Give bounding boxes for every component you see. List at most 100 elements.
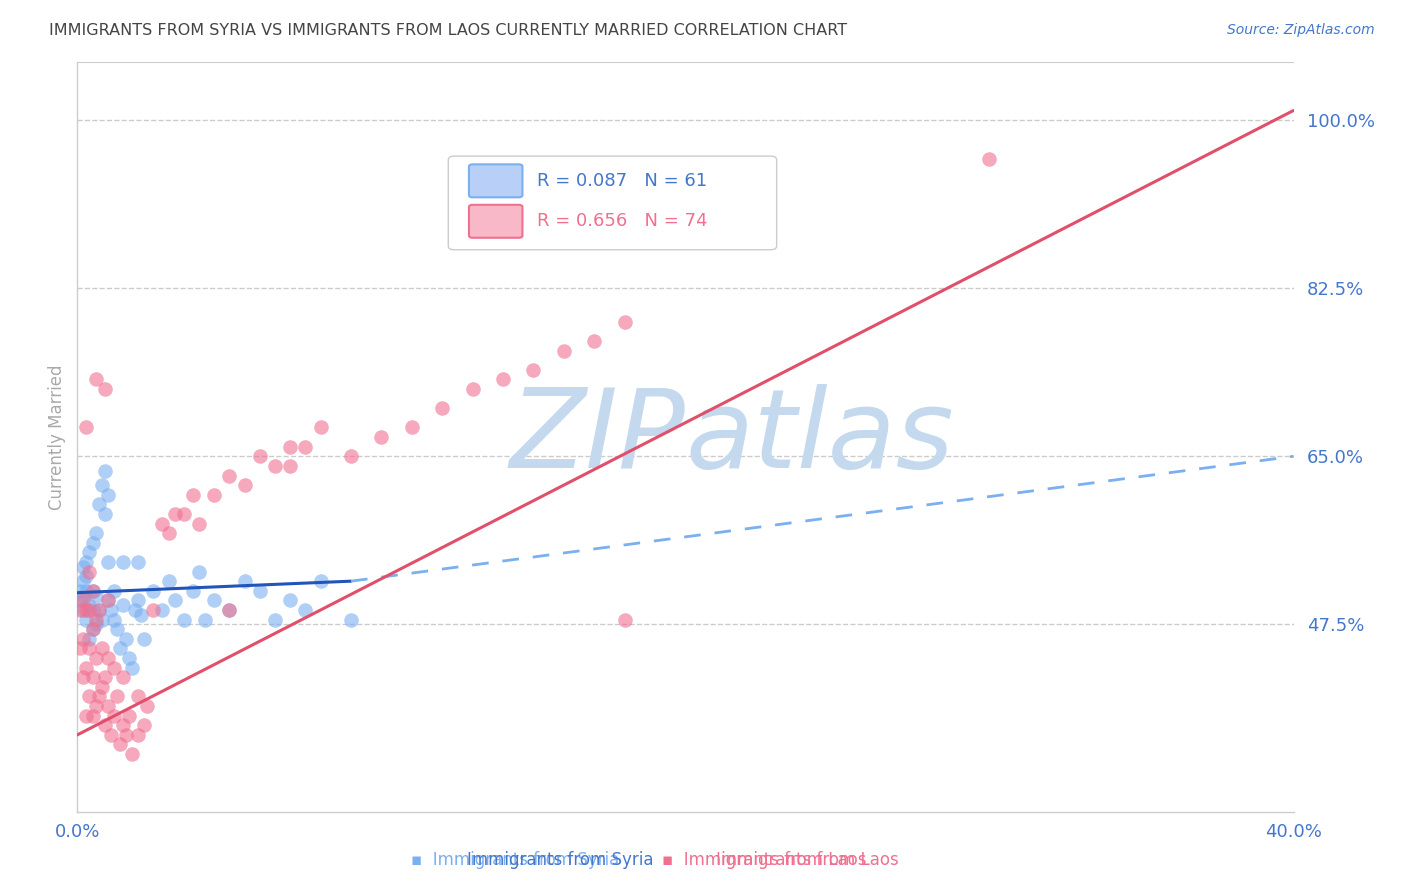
- Point: [82, 603, 104, 617]
- Point: [75, 613, 97, 627]
- Point: [103, 613, 125, 627]
- Point: [430, 401, 453, 416]
- Point: [264, 458, 287, 473]
- Point: [82, 622, 104, 636]
- Point: [134, 632, 156, 646]
- Point: [127, 555, 149, 569]
- Point: [370, 430, 392, 444]
- Point: [75, 708, 97, 723]
- Point: [100, 603, 122, 617]
- Point: [87, 690, 110, 704]
- Point: [82, 535, 104, 549]
- FancyBboxPatch shape: [671, 846, 710, 875]
- Point: [97, 488, 120, 502]
- Point: [522, 363, 544, 377]
- Point: [82, 583, 104, 598]
- Point: [492, 372, 515, 386]
- Point: [249, 583, 271, 598]
- Point: [127, 690, 149, 704]
- Text: Immigrants from Syria: Immigrants from Syria: [467, 852, 652, 870]
- Point: [233, 478, 256, 492]
- Point: [157, 574, 180, 589]
- Point: [97, 699, 120, 714]
- Point: [181, 488, 204, 502]
- Point: [90, 478, 112, 492]
- Point: [72, 670, 94, 684]
- Point: [72, 603, 94, 617]
- Point: [115, 728, 138, 742]
- Point: [278, 593, 301, 607]
- Point: [278, 458, 301, 473]
- Point: [233, 574, 256, 589]
- Point: [163, 593, 186, 607]
- Point: [72, 593, 94, 607]
- Point: [194, 613, 217, 627]
- FancyBboxPatch shape: [449, 156, 776, 250]
- Point: [583, 334, 606, 348]
- Point: [75, 583, 97, 598]
- Point: [188, 565, 211, 579]
- Point: [79, 545, 101, 559]
- Point: [613, 315, 636, 329]
- Text: ▪  Immigrants from Syria: ▪ Immigrants from Syria: [411, 852, 619, 870]
- Point: [115, 632, 138, 646]
- FancyBboxPatch shape: [470, 205, 523, 238]
- Point: [87, 603, 110, 617]
- Point: [84, 617, 107, 632]
- Point: [278, 440, 301, 454]
- Point: [118, 708, 141, 723]
- Text: Immigrants from Laos: Immigrants from Laos: [716, 852, 898, 870]
- Point: [111, 598, 134, 612]
- Point: [79, 641, 101, 656]
- Point: [84, 699, 107, 714]
- Point: [108, 738, 131, 752]
- Point: [111, 718, 134, 732]
- Point: [79, 690, 101, 704]
- Point: [121, 660, 143, 674]
- Point: [129, 607, 152, 622]
- Point: [218, 603, 240, 617]
- Point: [118, 651, 141, 665]
- Point: [84, 589, 107, 603]
- Point: [979, 152, 1001, 166]
- Point: [294, 440, 316, 454]
- Point: [69, 641, 91, 656]
- Point: [340, 613, 363, 627]
- Point: [157, 526, 180, 541]
- Point: [134, 718, 156, 732]
- Point: [173, 507, 195, 521]
- Point: [103, 660, 125, 674]
- Point: [93, 507, 115, 521]
- Text: R = 0.656   N = 74: R = 0.656 N = 74: [537, 212, 707, 230]
- Point: [553, 343, 575, 358]
- Point: [82, 622, 104, 636]
- Point: [127, 593, 149, 607]
- Point: [309, 574, 332, 589]
- Point: [72, 574, 94, 589]
- Point: [127, 728, 149, 742]
- Point: [218, 468, 240, 483]
- FancyBboxPatch shape: [422, 846, 460, 875]
- Point: [79, 632, 101, 646]
- Point: [90, 680, 112, 694]
- Point: [97, 555, 120, 569]
- Point: [136, 699, 159, 714]
- Point: [105, 622, 128, 636]
- Point: [152, 603, 174, 617]
- Point: [188, 516, 211, 531]
- Point: [75, 555, 97, 569]
- Point: [124, 603, 146, 617]
- Point: [93, 382, 115, 396]
- Point: [108, 641, 131, 656]
- Point: [111, 555, 134, 569]
- Point: [97, 593, 120, 607]
- Point: [163, 507, 186, 521]
- Point: [97, 593, 120, 607]
- Point: [90, 613, 112, 627]
- Point: [75, 420, 97, 434]
- Text: ZIP: ZIP: [509, 384, 686, 491]
- Point: [90, 641, 112, 656]
- Point: [105, 690, 128, 704]
- Point: [103, 583, 125, 598]
- Point: [173, 613, 195, 627]
